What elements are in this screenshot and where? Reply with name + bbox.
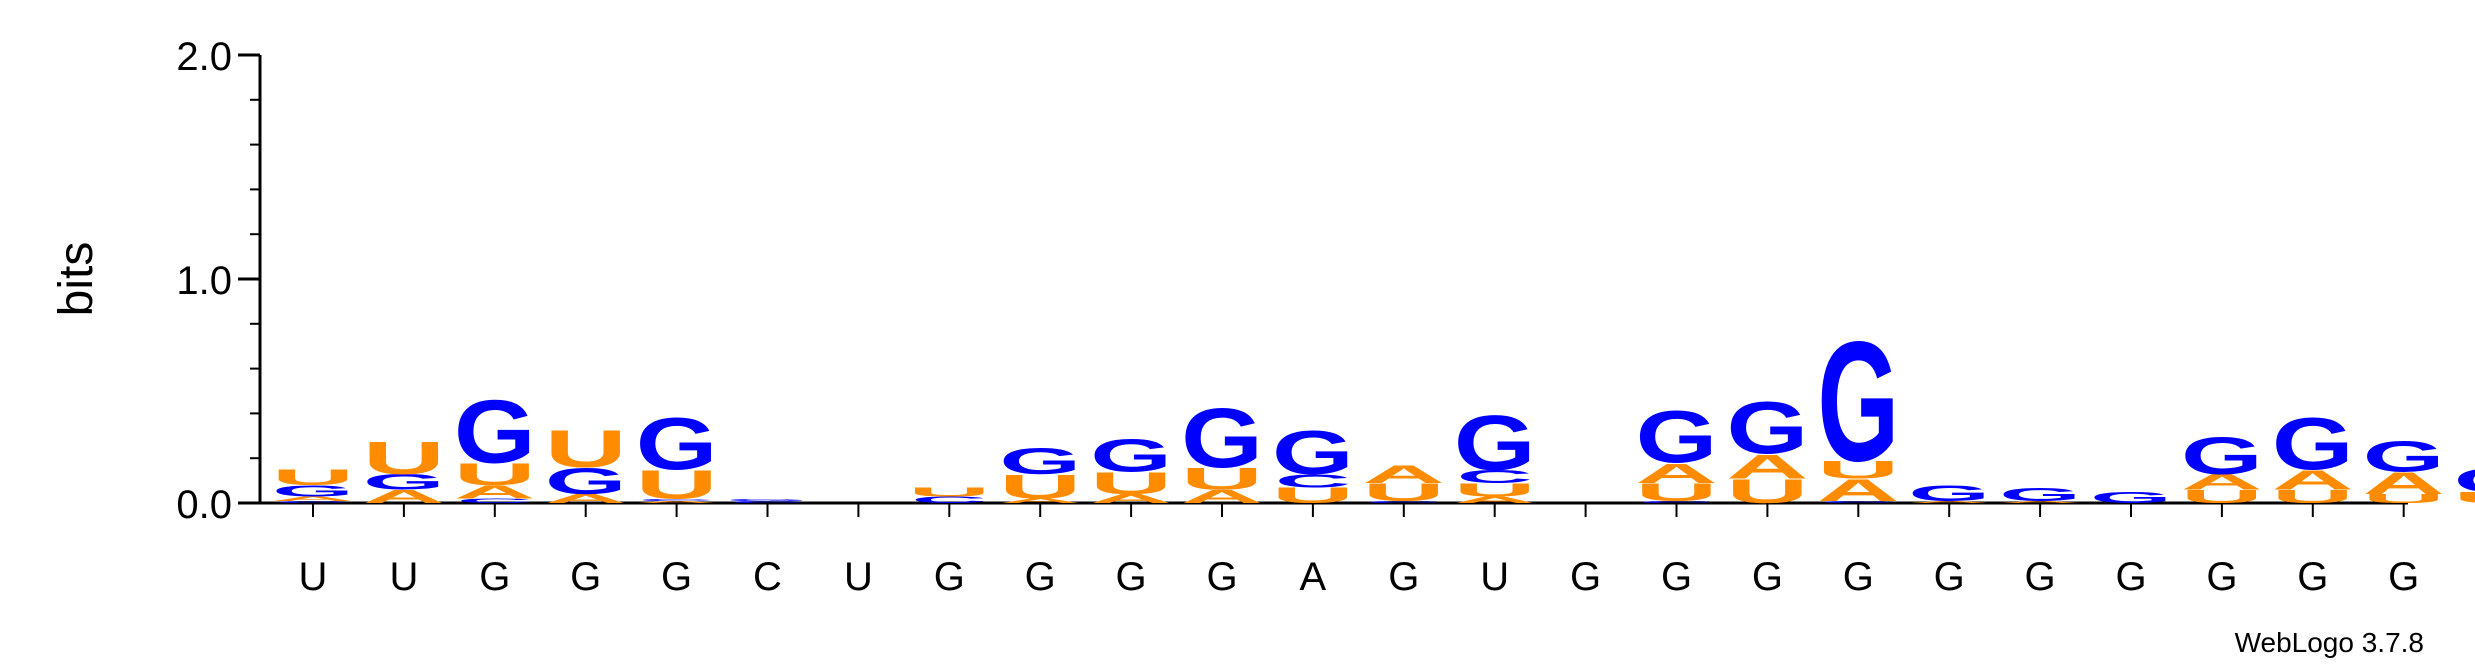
logo-letter-g: G — [1636, 396, 1718, 480]
logo-letter-c: C — [1366, 500, 1442, 503]
logo-letter-a: A — [1999, 500, 2081, 503]
logo-letter-a: A — [1817, 472, 1899, 507]
logo-letter-g: G — [636, 402, 718, 486]
logo-letter-c: C — [730, 500, 806, 503]
logo-letter-g: G — [2181, 426, 2263, 485]
x-tick-label: G — [2115, 555, 2146, 599]
logo-letter-a: A — [545, 492, 627, 506]
x-tick-label: G — [661, 555, 692, 599]
x-tick-label: G — [1206, 555, 1237, 599]
weblogo-credit: WebLogo 3.7.8 — [2235, 627, 2424, 658]
logo-letter-g: G — [1090, 430, 1172, 482]
x-tick-label: G — [1752, 555, 1783, 599]
logo-letter-g: G — [1727, 387, 1809, 471]
logo-letter-g: G — [454, 381, 536, 482]
logo-letter-u: U — [1635, 478, 1717, 506]
logo-letter-a: A — [2272, 464, 2354, 495]
logo-letter-u: U — [635, 463, 717, 508]
x-tick-label: U — [1480, 555, 1509, 599]
x-tick-label: G — [479, 555, 510, 599]
logo-letter-g: G — [2272, 402, 2354, 486]
logo-letter-g: G — [999, 440, 1081, 482]
x-tick-label: G — [2388, 555, 2419, 599]
logo-letter-g: G — [727, 498, 809, 501]
logo-letter-g: G — [2090, 489, 2172, 506]
x-tick-label: G — [1661, 555, 1692, 599]
logo-letter-u: U — [999, 468, 1081, 506]
logo-letter-g: G — [545, 460, 627, 502]
logo-letter-g: G — [2363, 433, 2445, 482]
logo-letter-u: U — [1363, 478, 1445, 506]
logo-letter-a: A — [999, 497, 1081, 504]
logo-letter-g: G — [272, 482, 354, 499]
logo-letter-c: C — [457, 497, 533, 504]
x-tick-label: U — [844, 555, 873, 599]
logo-letter-g: G — [1817, 306, 1899, 498]
logo-letter-c: C — [639, 498, 715, 501]
x-tick-label: G — [1570, 555, 1601, 599]
logo-letter-c: C — [275, 500, 351, 503]
logo-letter-c: C — [1275, 471, 1351, 492]
logo-letter-u: U — [2272, 486, 2354, 507]
logo-letter-a: A — [1908, 500, 1990, 503]
logo-letter-c: C — [1639, 500, 1715, 503]
logo-letter-u: U — [908, 485, 990, 499]
logo-letter-a: A — [363, 486, 445, 507]
logo-letter-u: U — [545, 420, 627, 479]
x-tick-label: G — [1934, 555, 1965, 599]
logo-letter-u: U — [2181, 486, 2263, 507]
x-tick-label: G — [1388, 555, 1419, 599]
x-tick-label: G — [1025, 555, 1056, 599]
x-tick-label: C — [753, 555, 782, 599]
logo-letter-a: A — [1090, 492, 1172, 506]
y-tick-label: 2.0 — [176, 35, 232, 79]
x-tick-label: G — [2206, 555, 2237, 599]
x-tick-label: A — [1300, 555, 1327, 599]
logo-letter-a: A — [272, 495, 354, 502]
logo-letter-g: G — [1181, 392, 1263, 486]
logo-letter-u: U — [363, 432, 445, 484]
logo-letter-c: C — [911, 494, 987, 505]
logo-letter-a: A — [1726, 447, 1808, 485]
logo-letter-u: U — [1181, 461, 1263, 496]
logo-letter-a: A — [1181, 486, 1263, 507]
x-tick-label: G — [1843, 555, 1874, 599]
logo-letter-g: G — [1454, 399, 1536, 486]
x-tick-label: G — [2297, 555, 2328, 599]
logo-letter-a: A — [1363, 460, 1445, 488]
logo-letter-a: A — [1454, 495, 1536, 505]
logo-letter-g: G — [1272, 418, 1354, 487]
y-ticks: 0.0 1.0 2.0 — [176, 35, 260, 527]
x-tick-label: G — [934, 555, 965, 599]
x-tick-label: U — [299, 555, 328, 599]
y-tick-label: 0.0 — [176, 483, 232, 527]
logo-letter-a: A — [2181, 470, 2263, 494]
logo-letter-u: U — [2453, 489, 2475, 506]
logo-letter-u: U — [2363, 492, 2445, 506]
x-tick-label: U — [389, 555, 418, 599]
logo-letter-g: G — [2454, 461, 2475, 500]
logo-letter-u: U — [454, 457, 536, 492]
logo-letter-a: A — [635, 500, 717, 503]
x-tick-label: G — [1116, 555, 1147, 599]
logo-letter-u: U — [1090, 466, 1172, 501]
logo-letter-c: C — [1820, 500, 1896, 503]
logo-letter-u: U — [1817, 456, 1899, 484]
logo-letter-g: G — [1999, 484, 2081, 505]
logo-letter-c: C — [1457, 466, 1533, 487]
y-axis-label: bits — [50, 242, 103, 317]
logo-letter-a: A — [454, 482, 536, 503]
x-tick-label: G — [570, 555, 601, 599]
logo-letter-u: U — [272, 466, 354, 490]
logo-letter-a: A — [1635, 458, 1717, 489]
y-tick-label: 1.0 — [176, 259, 232, 303]
logo-letter-g: G — [363, 470, 445, 494]
x-ticks: UUGGGCUGGGGAGUGGGGGGGGGGG — [299, 503, 2419, 599]
logo-letter-u: U — [1454, 480, 1536, 501]
logo-letter-a: A — [2363, 466, 2445, 501]
logo-letter-g: G — [1908, 481, 1990, 505]
x-tick-label: G — [2025, 555, 2056, 599]
